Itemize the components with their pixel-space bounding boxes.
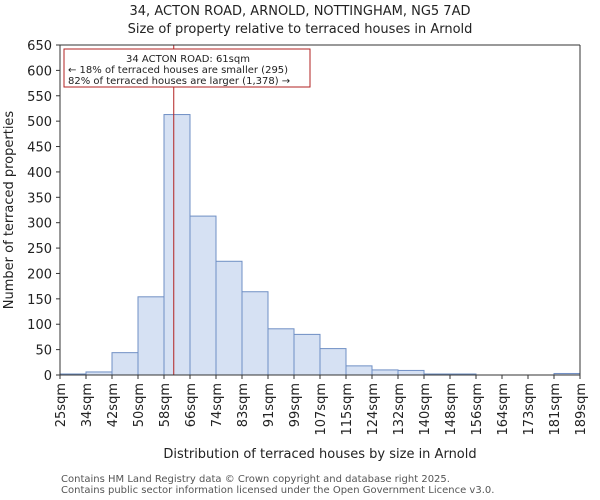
y-tick-label: 100 [27, 318, 52, 333]
x-tick-label: 156sqm [470, 383, 485, 436]
bar-74sqm [215, 260, 243, 376]
chart-subtitle: Size of property relative to terraced ho… [128, 22, 473, 37]
bar-91sqm [267, 328, 295, 376]
x-tick-label: 50sqm [132, 383, 147, 427]
y-tick-label: 300 [27, 217, 52, 232]
chart-title: 34, ACTON ROAD, ARNOLD, NOTTINGHAM, NG5 … [130, 4, 471, 19]
annotation-line-3: 82% of terraced houses are larger (1,378… [68, 76, 290, 87]
annotation-line-2: ← 18% of terraced houses are smaller (29… [68, 65, 288, 76]
x-tick-label: 107sqm [314, 383, 329, 436]
x-tick-label: 74sqm [210, 383, 225, 427]
x-tick-label: 34sqm [80, 383, 95, 427]
y-tick-label: 0 [44, 369, 52, 384]
y-axis-label: Number of terraced properties [2, 111, 17, 310]
footer-line-1: Contains HM Land Registry data © Crown c… [61, 474, 450, 485]
bar-42sqm [111, 352, 139, 376]
annotation-line-1: 34 ACTON ROAD: 61sqm [126, 54, 250, 65]
x-tick-label: 42sqm [106, 383, 121, 427]
y-tick-label: 200 [27, 267, 52, 282]
bar-66sqm [189, 215, 217, 376]
y-tick-label: 500 [27, 115, 52, 130]
x-tick-label: 148sqm [444, 383, 459, 436]
y-tick-label: 400 [27, 166, 52, 181]
bar-107sqm [319, 348, 347, 376]
annotation-frame [63, 48, 311, 88]
x-tick-label: 58sqm [158, 383, 173, 427]
bar-132sqm [397, 369, 425, 376]
bar-83sqm [241, 291, 269, 376]
y-axis-ticks: 0 50 100 150 200 250 300 350 400 450 500 550 600 650 [27, 39, 60, 384]
y-tick-label: 600 [27, 64, 52, 79]
annotation-box: 34 ACTON ROAD: 61sqm ← 18% of terraced h… [63, 48, 311, 88]
x-axis-ticks: 25sqm 34sqm 42sqm 50sqm 58sqm 66sqm 74sqm 83sqm… [54, 375, 589, 436]
footer-line-2: Contains public sector information licen… [61, 485, 495, 496]
bar-99sqm [293, 333, 321, 376]
bar-115sqm [345, 365, 373, 376]
y-tick-label: 50 [35, 344, 52, 359]
bar-58sqm [163, 114, 191, 376]
bars-group [59, 114, 581, 376]
y-tick-label: 650 [27, 39, 52, 54]
x-tick-label: 164sqm [496, 383, 511, 436]
y-tick-label: 250 [27, 242, 52, 257]
bar-124sqm [371, 369, 399, 376]
x-tick-label: 181sqm [548, 383, 563, 436]
x-tick-label: 173sqm [522, 383, 537, 436]
x-tick-label: 99sqm [288, 383, 303, 427]
bar-50sqm [137, 296, 165, 376]
x-tick-label: 83sqm [236, 383, 251, 427]
y-tick-label: 550 [27, 90, 52, 105]
x-tick-label: 91sqm [262, 383, 277, 427]
y-tick-label: 450 [27, 141, 52, 156]
y-tick-label: 150 [27, 293, 52, 308]
x-tick-label: 140sqm [418, 383, 433, 436]
x-tick-label: 66sqm [184, 383, 199, 427]
x-tick-label: 124sqm [366, 383, 381, 436]
x-tick-label: 25sqm [54, 383, 69, 427]
x-axis-label: Distribution of terraced houses by size … [163, 447, 476, 462]
x-tick-label: 132sqm [392, 383, 407, 436]
x-tick-label: 189sqm [574, 383, 589, 436]
y-tick-label: 350 [27, 191, 52, 206]
x-tick-label: 115sqm [340, 383, 355, 436]
